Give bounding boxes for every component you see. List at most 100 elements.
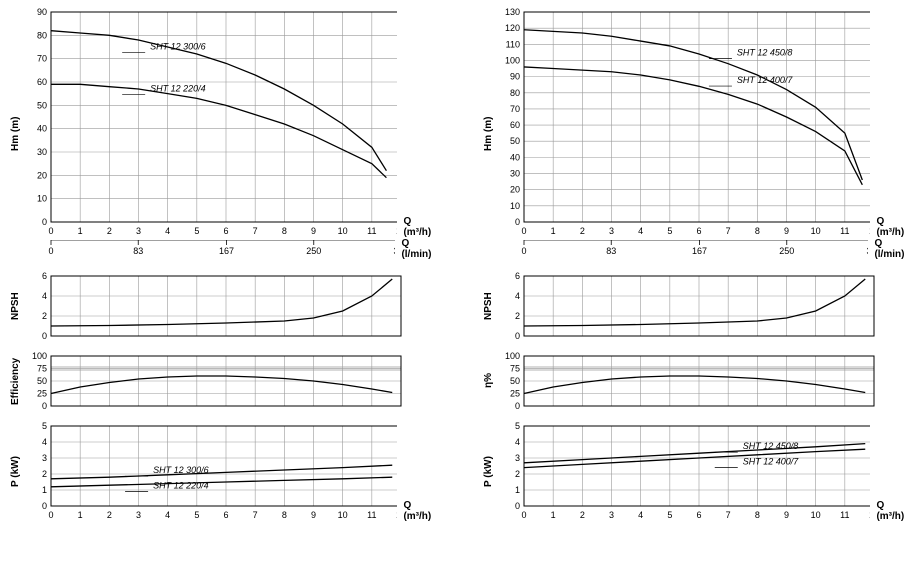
svg-text:5: 5 xyxy=(515,422,520,431)
svg-text:9: 9 xyxy=(784,510,789,520)
svg-text:SHT 12 220/4: SHT 12 220/4 xyxy=(150,83,206,93)
x-axis-label-lmin: Q (l/min) xyxy=(401,238,441,260)
svg-text:11: 11 xyxy=(840,226,849,236)
axis-label: Efficiency xyxy=(8,352,23,410)
svg-text:4: 4 xyxy=(165,226,170,236)
svg-text:12: 12 xyxy=(396,510,397,520)
svg-text:1: 1 xyxy=(42,485,47,495)
svg-text:10: 10 xyxy=(338,510,348,520)
x-axis-label: Q (m³/h) xyxy=(403,216,441,238)
head-chart: Hm (m)0102030405060708090100110120130012… xyxy=(481,8,914,260)
svg-text:30: 30 xyxy=(510,169,520,179)
svg-text:70: 70 xyxy=(37,54,47,64)
head-chart: Hm (m)0102030405060708090012345678910111… xyxy=(8,8,441,260)
svg-text:50: 50 xyxy=(510,376,520,386)
svg-text:0: 0 xyxy=(48,246,53,256)
svg-text:50: 50 xyxy=(510,136,520,146)
npsh-chart: NPSH0246 xyxy=(8,272,441,340)
svg-text:3: 3 xyxy=(136,510,141,520)
svg-text:6: 6 xyxy=(696,226,701,236)
axis-label: NPSH xyxy=(481,272,496,340)
svg-text:333: 333 xyxy=(393,246,395,256)
svg-text:40: 40 xyxy=(37,124,47,134)
svg-text:130: 130 xyxy=(505,8,520,17)
svg-text:9: 9 xyxy=(311,510,316,520)
npsh-chart: NPSH0246 xyxy=(481,272,914,340)
svg-text:0: 0 xyxy=(515,401,520,410)
x-axis-label-lmin: Q (l/min) xyxy=(874,238,914,260)
svg-text:5: 5 xyxy=(667,510,672,520)
efficiency-chart: η%0255075100 xyxy=(481,352,914,410)
svg-text:2: 2 xyxy=(107,226,112,236)
svg-text:11: 11 xyxy=(367,226,376,236)
svg-text:167: 167 xyxy=(692,246,707,256)
svg-text:250: 250 xyxy=(306,246,321,256)
svg-text:5: 5 xyxy=(42,422,47,431)
svg-text:30: 30 xyxy=(37,147,47,157)
svg-text:SHT 12 220/4: SHT 12 220/4 xyxy=(153,480,209,490)
svg-text:SHT 12 300/6: SHT 12 300/6 xyxy=(153,465,209,475)
svg-text:1: 1 xyxy=(551,510,556,520)
svg-text:10: 10 xyxy=(37,194,47,204)
svg-text:25: 25 xyxy=(510,389,520,399)
svg-text:7: 7 xyxy=(726,510,731,520)
svg-text:0: 0 xyxy=(42,331,47,340)
svg-text:4: 4 xyxy=(165,510,170,520)
svg-text:2: 2 xyxy=(42,469,47,479)
x-axis-label: Q (m³/h) xyxy=(876,216,914,238)
svg-text:4: 4 xyxy=(515,291,520,301)
axis-label: η% xyxy=(481,352,496,410)
svg-text:SHT 12 400/7: SHT 12 400/7 xyxy=(737,75,794,85)
svg-text:6: 6 xyxy=(515,272,520,281)
svg-text:50: 50 xyxy=(37,100,47,110)
svg-text:0: 0 xyxy=(48,226,53,236)
svg-text:6: 6 xyxy=(42,272,47,281)
svg-text:0: 0 xyxy=(42,501,47,511)
svg-text:4: 4 xyxy=(42,437,47,447)
x-axis-label: Q (m³/h) xyxy=(403,500,441,522)
svg-text:0: 0 xyxy=(515,217,520,227)
svg-text:9: 9 xyxy=(784,226,789,236)
svg-text:0: 0 xyxy=(42,217,47,227)
svg-text:8: 8 xyxy=(755,226,760,236)
power-chart: P (kW)0123450123456789101112SHT 12 300/6… xyxy=(8,422,441,522)
svg-text:75: 75 xyxy=(510,364,520,374)
svg-text:SHT 12 400/7: SHT 12 400/7 xyxy=(743,456,800,466)
svg-text:1: 1 xyxy=(78,226,83,236)
svg-text:3: 3 xyxy=(515,453,520,463)
svg-text:7: 7 xyxy=(253,510,258,520)
svg-text:10: 10 xyxy=(811,226,821,236)
svg-text:6: 6 xyxy=(696,510,701,520)
svg-text:75: 75 xyxy=(37,364,47,374)
svg-text:250: 250 xyxy=(779,246,794,256)
svg-text:3: 3 xyxy=(136,226,141,236)
x-axis-label: Q (m³/h) xyxy=(876,500,914,522)
svg-text:80: 80 xyxy=(510,88,520,98)
svg-text:120: 120 xyxy=(505,23,520,33)
svg-text:8: 8 xyxy=(282,510,287,520)
svg-text:SHT 12 450/8: SHT 12 450/8 xyxy=(737,48,793,58)
svg-text:100: 100 xyxy=(32,352,47,361)
axis-label: P (kW) xyxy=(481,422,496,522)
svg-text:90: 90 xyxy=(510,72,520,82)
axis-label: Hm (m) xyxy=(8,8,23,260)
axis-label: Hm (m) xyxy=(481,8,496,260)
svg-text:8: 8 xyxy=(755,510,760,520)
efficiency-chart: Efficiency0255075100 xyxy=(8,352,441,410)
svg-text:40: 40 xyxy=(510,152,520,162)
svg-text:110: 110 xyxy=(506,39,520,49)
svg-text:80: 80 xyxy=(37,30,47,40)
svg-text:2: 2 xyxy=(515,469,520,479)
svg-text:100: 100 xyxy=(505,55,520,65)
axis-label: P (kW) xyxy=(8,422,23,522)
svg-text:9: 9 xyxy=(311,226,316,236)
svg-text:83: 83 xyxy=(133,246,143,256)
svg-text:12: 12 xyxy=(869,226,870,236)
svg-text:4: 4 xyxy=(42,291,47,301)
svg-text:2: 2 xyxy=(107,510,112,520)
svg-text:70: 70 xyxy=(510,104,520,114)
svg-text:10: 10 xyxy=(811,510,821,520)
svg-text:5: 5 xyxy=(667,226,672,236)
svg-text:167: 167 xyxy=(219,246,234,256)
svg-text:2: 2 xyxy=(580,226,585,236)
